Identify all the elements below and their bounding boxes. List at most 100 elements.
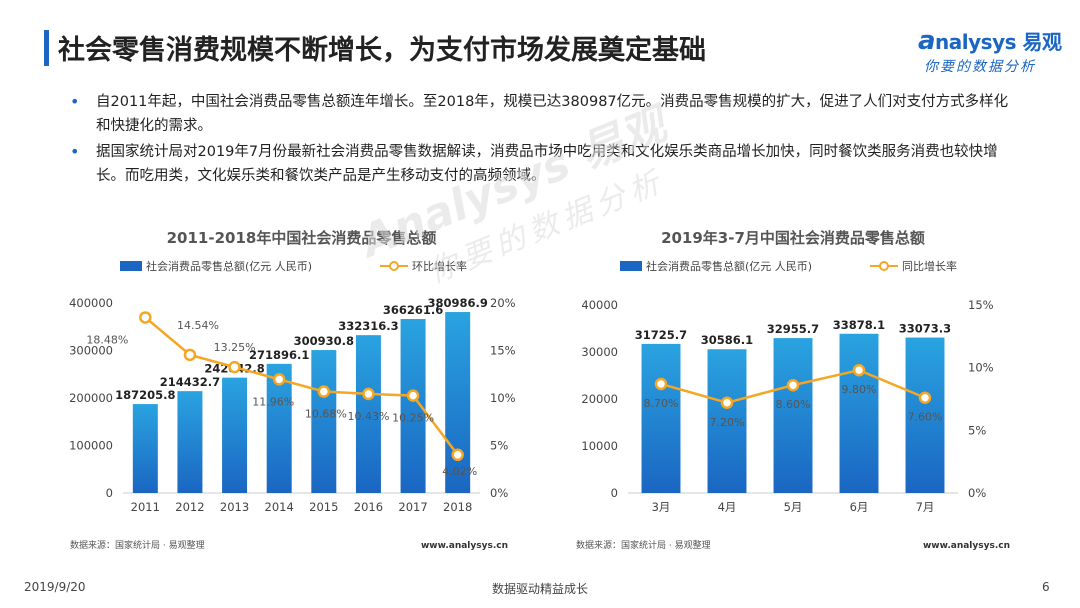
- growth-point: [362, 387, 375, 401]
- growth-value-label: 8.70%: [644, 397, 679, 410]
- page-title: 社会零售消费规模不断增长，为支付市场发展奠定基础: [58, 35, 706, 66]
- bullet-item: • 自2011年起，中国社会消费品零售总额连年增长。至2018年，规模已达3809…: [70, 90, 1010, 138]
- growth-point: [139, 311, 152, 324]
- y-right-tick-label: 15%: [968, 298, 994, 312]
- growth-value-label: 4.02%: [442, 465, 477, 478]
- bar-value-label: 30586.1: [701, 333, 753, 347]
- x-tick-label: 2015: [309, 500, 338, 514]
- growth-value-label: 9.80%: [842, 383, 877, 396]
- y-right-tick-label: 10%: [968, 361, 994, 375]
- bar: [773, 338, 813, 493]
- growth-point: [183, 348, 197, 362]
- legend-bar-swatch: [120, 261, 142, 271]
- x-tick-label: 4月: [718, 500, 737, 514]
- bar-value-label: 214432.7: [160, 375, 220, 389]
- bar-value-label: 380986.9: [427, 296, 487, 310]
- growth-line: [144, 316, 459, 456]
- legend-bar-label: 社会消费品零售总额(亿元 人民币): [646, 259, 812, 273]
- x-tick-label: 2018: [443, 500, 472, 514]
- legend-bar-label: 社会消费品零售总额(亿元 人民币): [146, 259, 312, 273]
- growth-value-label: 10.25%: [392, 412, 434, 425]
- bar: [839, 333, 879, 493]
- growth-value-label: 18.48%: [86, 333, 128, 346]
- bar-value-label: 33878.1: [833, 318, 885, 332]
- logo-top-text: nalysys 易观: [935, 30, 1062, 54]
- growth-point: [654, 377, 668, 391]
- title-accent-bar: [44, 30, 49, 66]
- y-left-tick-label: 300000: [69, 344, 113, 358]
- growth-value-label: 8.60%: [776, 398, 811, 411]
- bullet-dot-icon: •: [70, 92, 80, 111]
- growth-value-label: 14.54%: [177, 319, 219, 332]
- y-right-tick-label: 10%: [490, 391, 516, 405]
- x-tick-label: 2014: [265, 500, 294, 514]
- bar: [355, 335, 381, 493]
- x-tick-label: 2016: [354, 500, 383, 514]
- legend-line-marker: [879, 261, 889, 271]
- y-right-tick-label: 20%: [490, 296, 516, 310]
- bullet-text: 自2011年起，中国社会消费品零售总额连年增长。至2018年，规模已达38098…: [96, 94, 1009, 134]
- growth-value-label: 13.25%: [214, 341, 256, 354]
- growth-point: [720, 396, 734, 410]
- y-left-tick-label: 40000: [581, 298, 618, 312]
- growth-value-label: 10.43%: [347, 410, 389, 423]
- bar: [222, 377, 248, 493]
- bar: [311, 350, 337, 493]
- bar: [445, 312, 471, 493]
- bar-value-label: 366261.6: [383, 303, 443, 317]
- bar: [132, 404, 158, 493]
- y-left-tick-label: 20000: [581, 392, 618, 406]
- growth-value-label: 11.96%: [252, 395, 294, 408]
- growth-value-label: 7.20%: [710, 416, 745, 429]
- y-left-tick-label: 400000: [69, 296, 113, 310]
- y-right-tick-label: 5%: [490, 439, 508, 453]
- bar: [905, 337, 945, 493]
- bar: [641, 343, 681, 493]
- x-tick-label: 2013: [220, 500, 249, 514]
- bar-value-label: 300930.8: [294, 334, 354, 348]
- logo-tagline: 你要的数据分析: [924, 59, 1036, 75]
- growth-point: [786, 378, 800, 392]
- growth-value-label: 7.60%: [908, 411, 943, 424]
- x-tick-label: 2011: [131, 500, 160, 514]
- y-right-tick-label: 0%: [968, 486, 986, 500]
- y-left-tick-label: 30000: [581, 345, 618, 359]
- data-source: 数据来源：国家统计局 · 易观整理: [576, 539, 711, 551]
- x-tick-label: 5月: [784, 500, 803, 514]
- source-site: www.analysys.cn: [421, 541, 508, 551]
- analysys-logo: analysys 易观 你要的数据分析: [918, 26, 1062, 75]
- x-tick-label: 3月: [652, 500, 671, 514]
- legend-line-marker: [389, 261, 399, 271]
- growth-point: [317, 385, 331, 398]
- y-right-tick-label: 15%: [490, 344, 516, 358]
- bar: [707, 349, 747, 493]
- bar-value-label: 271896.1: [249, 348, 309, 362]
- bar-value-label: 32955.7: [767, 322, 819, 336]
- growth-value-label: 10.68%: [305, 408, 347, 421]
- y-right-tick-label: 0%: [490, 486, 508, 500]
- footer-date: 2019/9/20: [24, 580, 86, 594]
- growth-point: [852, 363, 866, 377]
- x-tick-label: 2017: [398, 500, 427, 514]
- x-tick-label: 6月: [850, 500, 869, 514]
- x-tick-label: 2012: [175, 500, 204, 514]
- bar-value-label: 187205.8: [115, 388, 175, 402]
- y-left-tick-label: 10000: [581, 439, 618, 453]
- growth-point: [228, 360, 241, 374]
- bullet-text: 据国家统计局对2019年7月份最新社会消费品零售数据解读，消费品市场中吃用类和文…: [96, 144, 998, 184]
- legend-line-label: 同比增长率: [902, 259, 957, 273]
- y-left-tick-label: 0: [106, 486, 113, 500]
- y-right-tick-label: 5%: [968, 423, 986, 437]
- bar-value-label: 332316.3: [338, 319, 398, 333]
- y-left-tick-label: 200000: [69, 391, 113, 405]
- footer-slogan: 数据驱动精益成长: [491, 582, 588, 596]
- legend-line-label: 环比增长率: [412, 259, 467, 273]
- bullet-item: • 据国家统计局对2019年7月份最新社会消费品零售数据解读，消费品市场中吃用类和…: [70, 140, 1010, 188]
- y-left-tick-label: 100000: [69, 439, 113, 453]
- bar: [177, 391, 203, 493]
- page-number: 6: [1042, 580, 1050, 594]
- legend-bar-swatch: [620, 261, 642, 271]
- bar-value-label: 33073.3: [899, 322, 951, 336]
